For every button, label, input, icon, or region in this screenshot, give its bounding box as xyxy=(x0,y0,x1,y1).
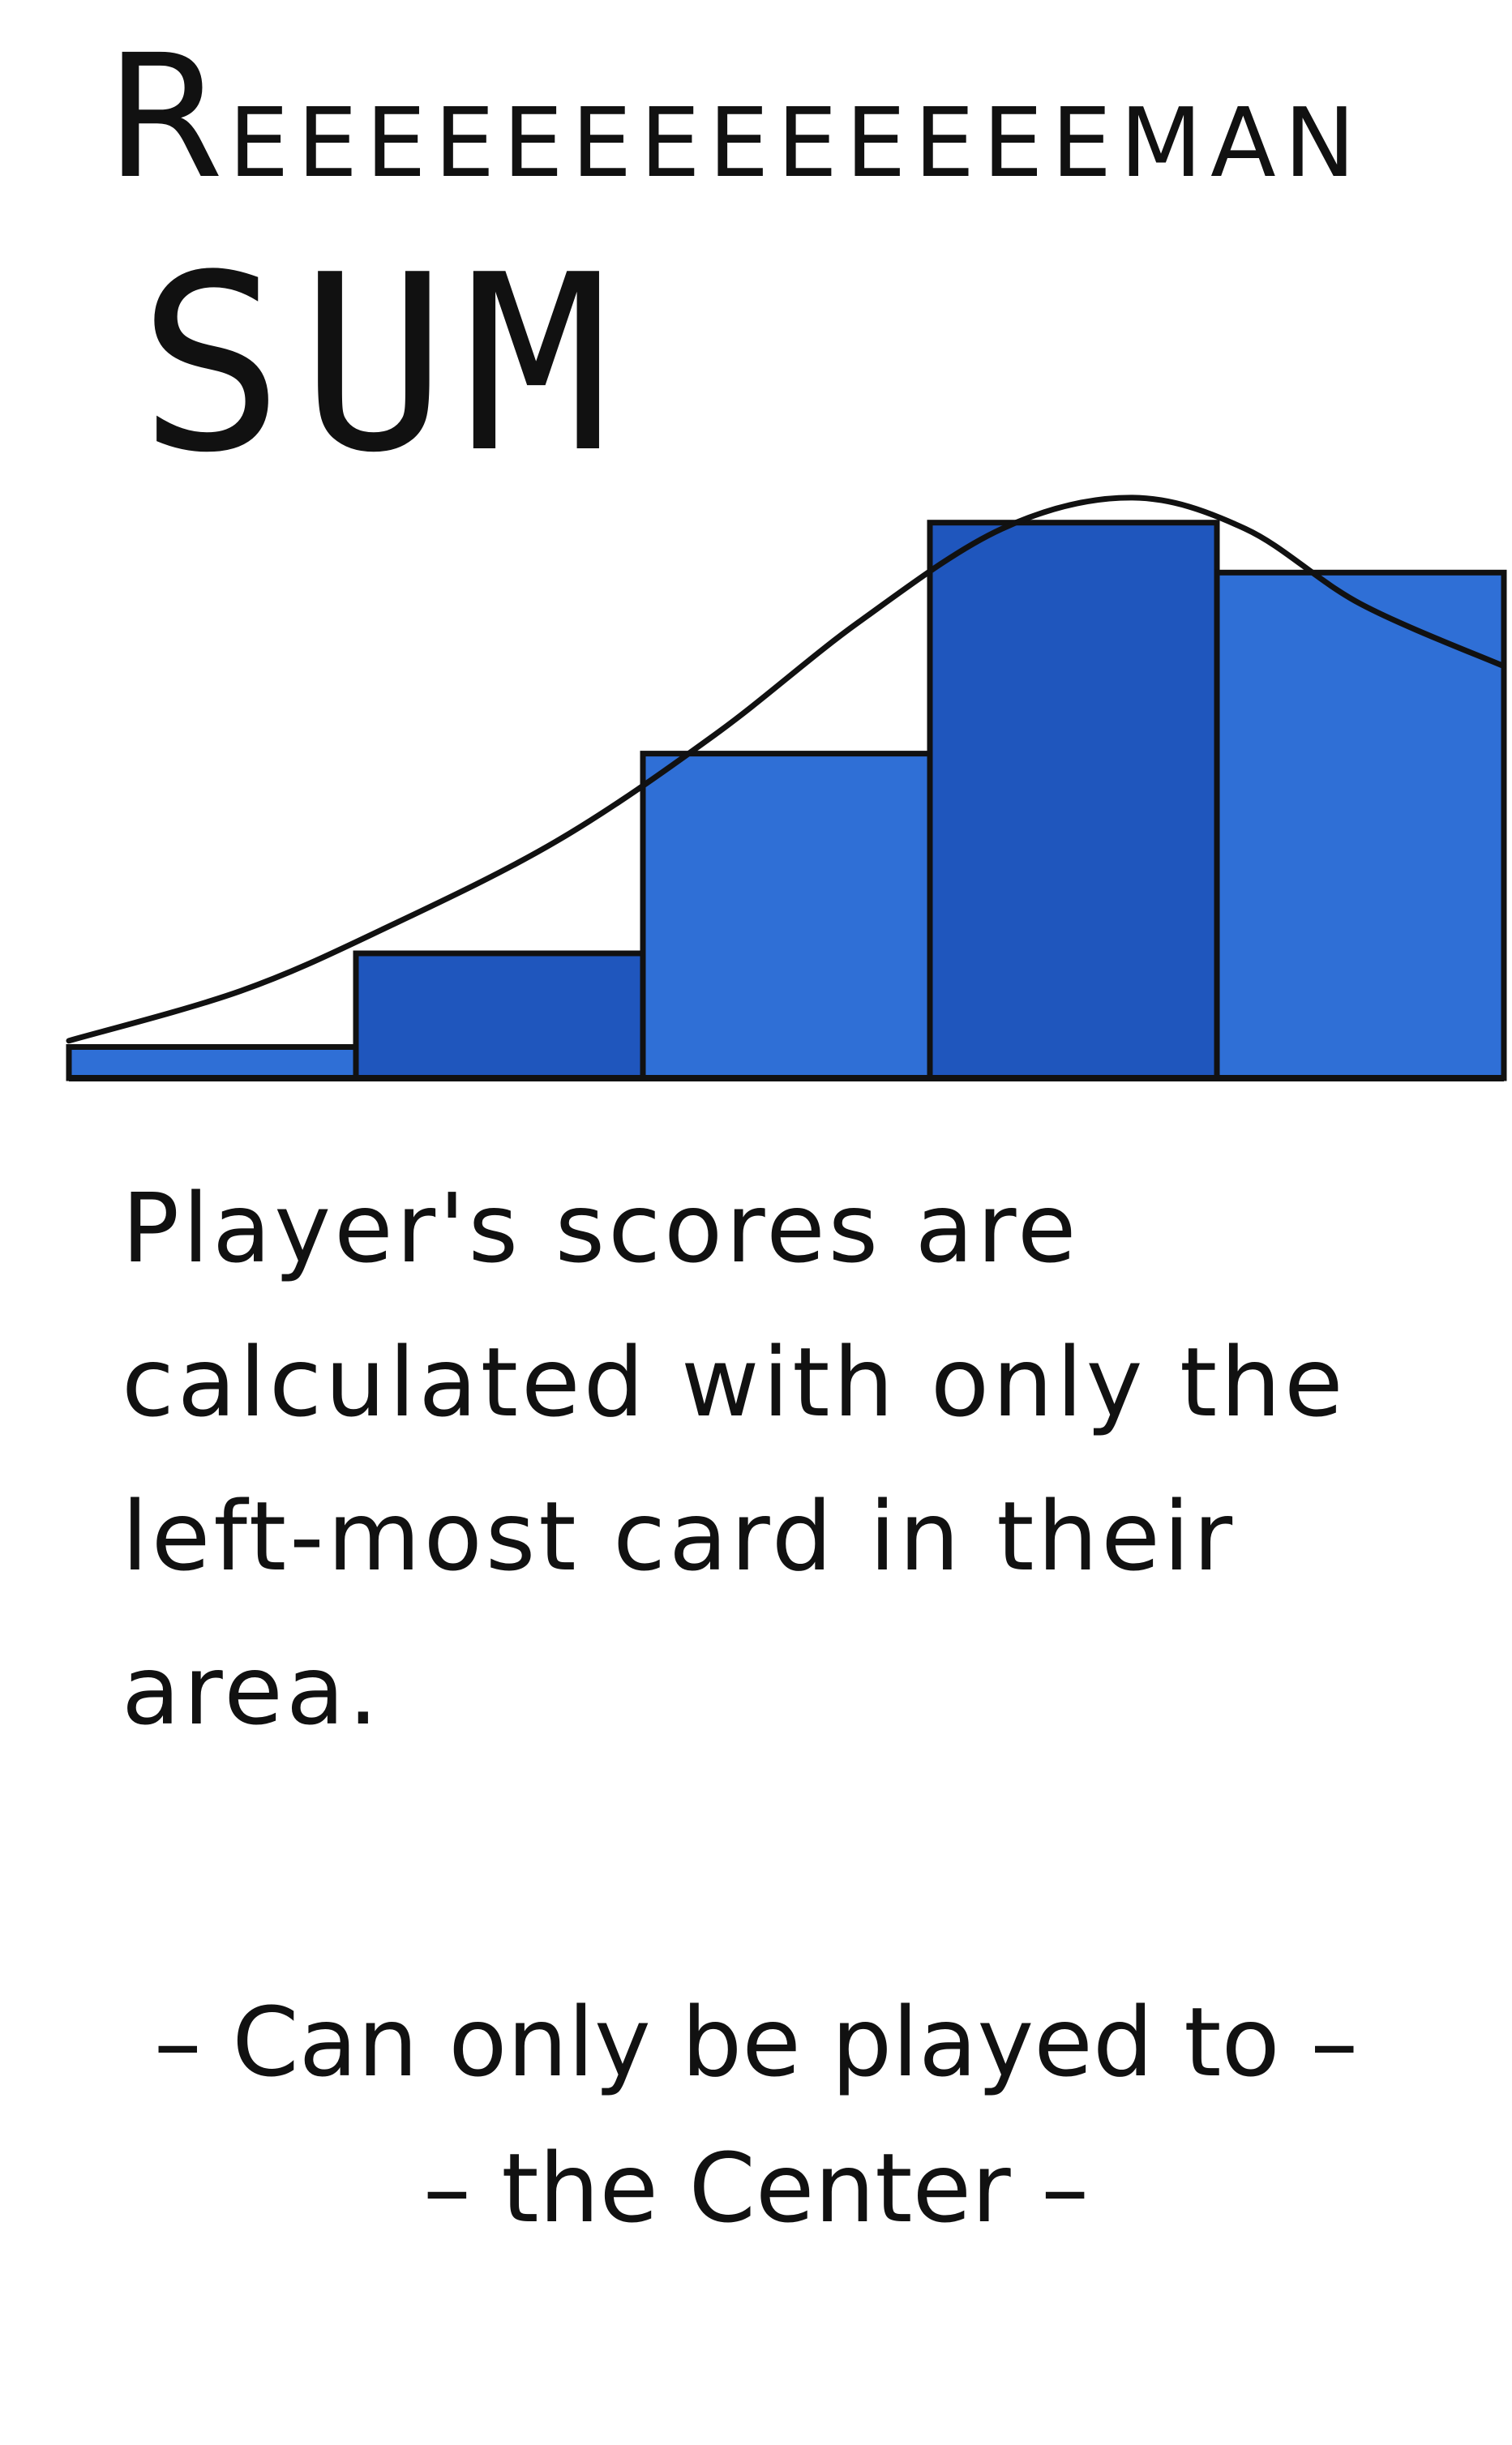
riemann-bar-3 xyxy=(640,751,933,1081)
card-subtitle: SUM xyxy=(138,223,626,506)
riemann-bar-4 xyxy=(927,520,1220,1081)
riemann-bars xyxy=(66,520,1507,1081)
riemann-bar-2 xyxy=(353,950,646,1081)
play-rule-line-2: – the Center – xyxy=(422,2132,1090,2244)
card-title: REEEEEEEEEEEEEMAN xyxy=(105,32,1364,203)
play-rule-line-1: – Can only be played to – xyxy=(153,1986,1359,2098)
card-title-initial: R xyxy=(105,18,229,216)
card-title-rest: EEEEEEEEEEEEEMAN xyxy=(228,87,1364,199)
curve-line xyxy=(66,495,1507,1044)
riemann-bar-5 xyxy=(1214,569,1507,1081)
card-description: Player's scores are calculated with only… xyxy=(122,1172,1347,1746)
riemann-bar-1 xyxy=(66,1044,359,1081)
riemann-sum-illustration xyxy=(66,495,1507,1081)
